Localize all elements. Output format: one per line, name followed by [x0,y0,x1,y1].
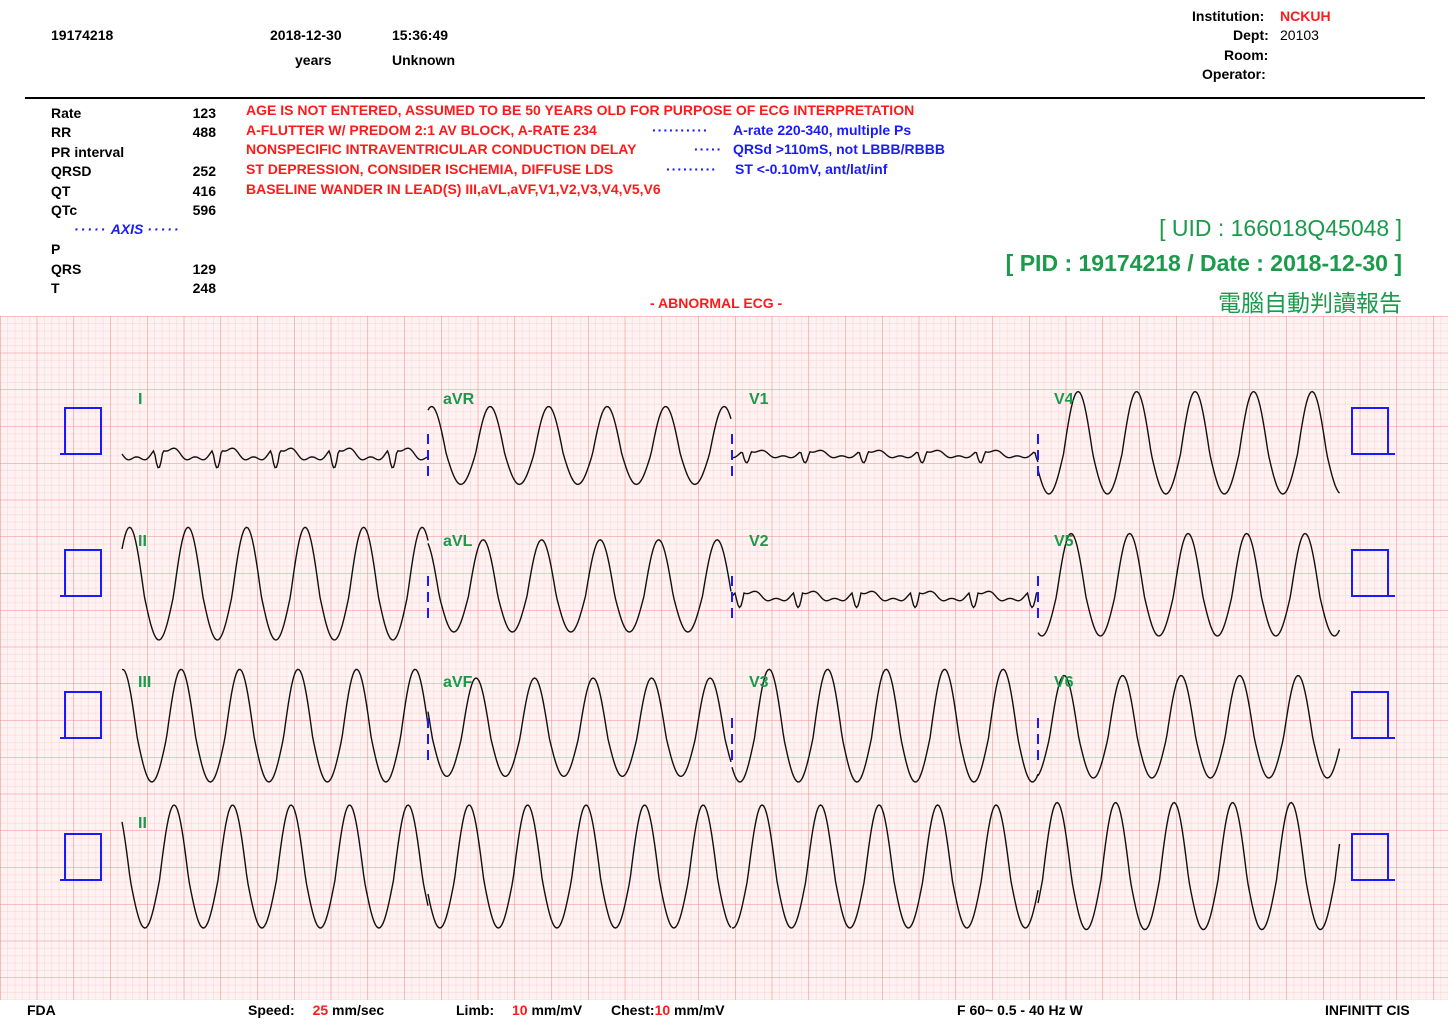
lead-label-V3: V3 [749,674,769,691]
calibration-pulse-right [1351,549,1389,597]
measure-qt-label: QT [51,183,71,199]
measure-qtc-label: QTc [51,202,78,218]
lead-label-II-rhythm: II [138,815,147,832]
axis-t-label: T [51,280,60,296]
axis-t-value: 248 [192,280,216,296]
institution-value: NCKUH [1280,8,1331,24]
axis-p-label: P [51,241,61,257]
limb-unit: mm/mV [531,1002,583,1018]
calibration-pulse-right [1351,407,1389,455]
interp-statement-2: A-FLUTTER W/ PREDOM 2:1 AV BLOCK, A-RATE… [246,122,597,138]
lead-waveform [731,449,1039,464]
interp-criteria-2: A-rate 220-340, multiple Ps [733,122,912,138]
ecg-tracing: I aVR V1 V4 II aVL V2 V5 III aVF V3 V6 I… [0,316,1448,1000]
measure-qrsd-label: QRSD [51,163,92,179]
operator-label: Operator: [1202,66,1266,82]
calibration-pulse-left [64,833,102,881]
leader-dots: ····· [694,141,723,157]
lead-waveform [121,804,429,929]
interp-criteria-4: ST <-0.10mV, ant/lat/inf [735,161,888,177]
footer-filter: F 60~ 0.5 - 40 Hz W [957,1002,1083,1018]
age-unit: years [295,52,332,68]
dept-label: Dept: [1233,27,1269,43]
measure-rr-value: 488 [192,124,216,140]
report-title-stamp: 電腦自動判讀報告 [1218,291,1402,317]
lead-label-III: III [138,674,151,691]
footer-standard: FDA [27,1002,56,1018]
interp-criteria-3: QRSd >110mS, not LBBB/RBBB [733,141,945,157]
lead-label-aVL: aVL [443,533,473,550]
interp-statement-5: BASELINE WANDER IN LEAD(S) III,aVL,aVF,V… [246,181,661,197]
lead-waveform [121,526,429,641]
lead-label-V5: V5 [1054,533,1074,550]
speed-label: Speed: [248,1002,295,1018]
calibration-pulse-left [64,549,102,597]
axis-qrs-value: 129 [192,261,216,277]
lead-waveform [1037,532,1341,637]
lead-waveform [427,539,732,633]
calibration-pulse-left [64,691,102,739]
lead-waveform [1037,801,1341,931]
lead-waveform [121,668,429,783]
lead-waveform [427,405,732,486]
lead-label-aVF: aVF [443,674,473,691]
leader-dots: ········· [666,161,717,177]
footer-chest: Chest:10 mm/mV [611,1002,725,1018]
interp-statement-4: ST DEPRESSION, CONSIDER ISCHEMIA, DIFFUS… [246,161,614,177]
lead-waveform [121,447,429,469]
interp-statement-3: NONSPECIFIC INTRAVENTRICULAR CONDUCTION … [246,141,637,157]
measure-pr-label: PR interval [51,144,125,160]
lead-waveform [427,804,732,929]
uid-stamp: [ UID : 166018Q45048 ] [1159,215,1402,241]
footer-vendor: INFINITT CIS [1325,1002,1410,1018]
institution-label: Institution: [1192,8,1265,24]
calibration-pulse-right [1351,833,1389,881]
measure-rr-label: RR [51,124,72,140]
lead-label-V2: V2 [749,533,769,550]
lead-waveform [427,677,732,778]
measure-qrsd-value: 252 [192,163,216,179]
lead-label-V1: V1 [749,391,769,408]
lead-label-I: I [138,391,142,408]
measure-rate-value: 123 [192,105,216,121]
lead-waveform [731,590,1039,609]
record-time: 15:36:49 [392,27,449,43]
lead-label-V4: V4 [1054,391,1074,408]
footer-limb: Limb: 10 mm/mV [456,1002,582,1018]
lead-waveform [731,668,1039,783]
chest-value: 10 [654,1002,671,1018]
lead-label-II: II [138,533,147,550]
lead-waveform [1037,390,1341,495]
measure-qt-value: 416 [192,183,216,199]
pid-date-stamp: [ PID : 19174218 / Date : 2018-12-30 ] [1005,250,1402,276]
footer-speed: Speed: 25 mm/sec [248,1002,384,1018]
axis-heading: ····· AXIS ····· [74,221,181,237]
sex-value: Unknown [392,52,455,68]
leader-dots: ·········· [652,122,709,138]
speed-value: 25 [312,1002,329,1018]
calibration-pulse-right [1351,691,1389,739]
interp-statement-1: AGE IS NOT ENTERED, ASSUMED TO BE 50 YEA… [246,102,915,118]
measure-rate-label: Rate [51,105,82,121]
lead-label-aVR: aVR [443,391,475,408]
speed-unit: mm/sec [332,1002,385,1018]
room-label: Room: [1224,47,1269,63]
chest-label: Chest: [611,1002,655,1018]
lead-waveform [731,804,1039,929]
axis-qrs-label: QRS [51,261,82,277]
lead-waveform [1037,674,1341,779]
diagnosis-banner: - ABNORMAL ECG - [650,295,783,311]
calibration-pulse-left [64,407,102,455]
lead-label-V6: V6 [1054,674,1074,691]
chest-unit: mm/mV [674,1002,725,1018]
patient-id: 19174218 [51,27,114,43]
axis-title: AXIS [110,221,144,237]
limb-label: Limb: [456,1002,495,1018]
record-date: 2018-12-30 [270,27,342,43]
grid [0,316,1448,1000]
limb-value: 10 [512,1002,528,1018]
dept-value: 20103 [1280,27,1319,43]
measure-qtc-value: 596 [192,202,216,218]
header-divider [25,97,1425,99]
